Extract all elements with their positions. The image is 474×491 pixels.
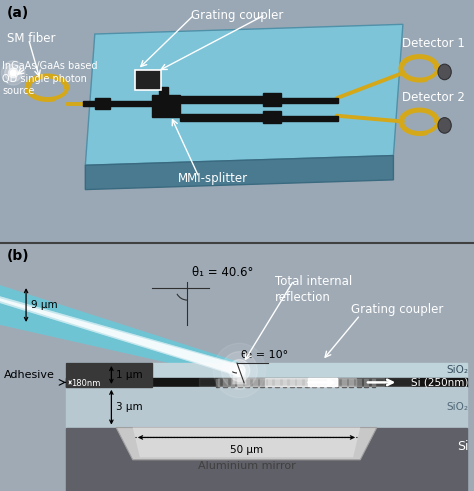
Text: 1 μm: 1 μm	[116, 370, 143, 380]
Text: Si (250nm): Si (250nm)	[411, 378, 468, 387]
Ellipse shape	[438, 118, 451, 133]
Bar	[290, 380, 294, 387]
Ellipse shape	[438, 64, 451, 80]
Circle shape	[229, 359, 250, 382]
Bar	[365, 380, 368, 387]
Bar	[180, 114, 265, 121]
Bar	[349, 380, 353, 387]
Text: Detector 1: Detector 1	[401, 37, 465, 50]
Bar	[135, 70, 161, 90]
Bar	[268, 380, 272, 387]
Bar	[305, 380, 309, 387]
Bar	[263, 93, 281, 106]
Polygon shape	[85, 156, 393, 190]
Bar	[180, 96, 265, 103]
Bar	[308, 378, 337, 386]
Bar	[357, 380, 361, 387]
Text: 50 μm: 50 μm	[230, 445, 263, 455]
Circle shape	[237, 368, 242, 373]
Text: Si: Si	[457, 440, 468, 453]
Circle shape	[9, 68, 18, 78]
Text: SM fiber: SM fiber	[7, 31, 55, 45]
Bar	[265, 378, 337, 386]
Text: 9 μm: 9 μm	[31, 300, 57, 310]
Bar	[327, 380, 331, 387]
Bar	[97, 101, 152, 106]
Bar	[342, 380, 346, 387]
Circle shape	[10, 70, 16, 76]
Bar	[66, 378, 467, 387]
Bar	[159, 88, 164, 97]
Bar	[218, 378, 384, 386]
Polygon shape	[0, 285, 239, 379]
Bar	[230, 380, 234, 387]
Text: 3 μm: 3 μm	[116, 402, 143, 412]
Text: MMI-splitter: MMI-splitter	[178, 172, 248, 185]
Text: (b): (b)	[7, 249, 30, 263]
Bar	[312, 380, 316, 387]
Bar	[66, 363, 152, 378]
Bar	[66, 428, 467, 491]
Text: Total internal
reflection: Total internal reflection	[275, 275, 352, 304]
Circle shape	[5, 64, 22, 82]
Bar	[66, 378, 152, 387]
Bar	[263, 111, 281, 123]
Bar	[238, 380, 242, 387]
Text: InGaAs/GaAs based
QD single photon
source: InGaAs/GaAs based QD single photon sourc…	[2, 61, 98, 96]
Bar	[246, 380, 249, 387]
Bar	[223, 380, 227, 387]
Polygon shape	[85, 24, 403, 165]
Polygon shape	[0, 299, 239, 376]
Text: θ₂ = 10°: θ₂ = 10°	[241, 350, 288, 360]
Bar	[216, 380, 219, 387]
Bar	[253, 380, 256, 387]
Polygon shape	[116, 428, 377, 460]
Circle shape	[213, 343, 265, 398]
Polygon shape	[133, 428, 360, 457]
Bar	[275, 380, 279, 387]
Circle shape	[1, 61, 25, 85]
Bar	[66, 363, 467, 378]
Bar	[335, 380, 338, 387]
Text: Grating coupler: Grating coupler	[351, 303, 443, 317]
Bar	[260, 380, 264, 387]
Bar	[372, 380, 375, 387]
Text: Adhesive: Adhesive	[4, 370, 55, 380]
Text: Detector 2: Detector 2	[401, 91, 465, 104]
Bar	[237, 378, 356, 386]
Polygon shape	[232, 371, 246, 384]
Text: 180nm: 180nm	[71, 379, 100, 388]
Text: SiO₂: SiO₂	[447, 365, 468, 376]
Text: Grating coupler: Grating coupler	[191, 9, 283, 22]
Bar	[83, 101, 97, 106]
Text: Aluminium mirror: Aluminium mirror	[198, 461, 295, 471]
Bar	[320, 380, 323, 387]
Bar	[199, 378, 412, 386]
Polygon shape	[0, 296, 239, 377]
Bar	[281, 116, 338, 121]
Bar	[152, 95, 180, 117]
Bar	[160, 87, 168, 96]
Text: SiO₂: SiO₂	[447, 402, 468, 412]
Polygon shape	[0, 296, 239, 377]
Text: (a): (a)	[7, 6, 29, 20]
Circle shape	[234, 364, 245, 377]
Bar	[281, 98, 338, 103]
Bar	[283, 380, 286, 387]
Bar	[66, 387, 467, 428]
Text: θ₁ = 40.6°: θ₁ = 40.6°	[192, 266, 253, 279]
Bar	[95, 98, 110, 109]
Circle shape	[221, 352, 257, 389]
Bar	[298, 380, 301, 387]
